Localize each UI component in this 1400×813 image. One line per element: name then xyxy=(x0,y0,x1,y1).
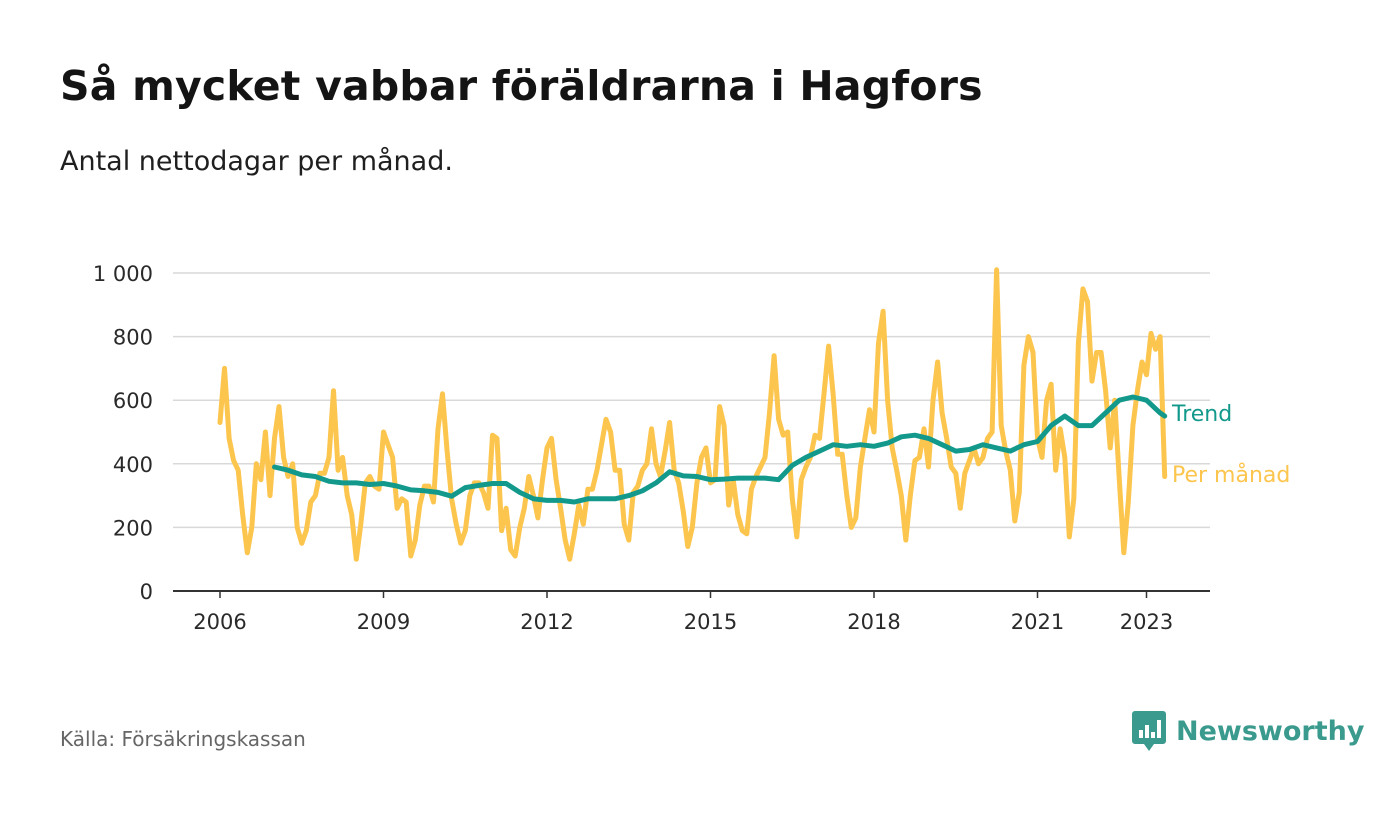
x-tick-label: 2021 xyxy=(1011,610,1064,634)
newsworthy-logo: Newsworthy xyxy=(1132,711,1364,751)
chart-title: Så mycket vabbar föräldrarna i Hagfors xyxy=(60,62,983,110)
y-tick-label: 400 xyxy=(113,453,153,477)
series-line-trend xyxy=(272,394,1168,505)
x-axis-tick-labels: 2006 2009 2012 2015 2018 2021 2023 xyxy=(193,591,1173,634)
source-note: Källa: Försäkringskassan xyxy=(60,727,306,751)
x-tick-label: 2015 xyxy=(684,610,737,634)
y-tick-label: 1 000 xyxy=(93,262,153,286)
x-tick-label: 2018 xyxy=(847,610,900,634)
chart-subtitle: Antal nettodagar per månad. xyxy=(60,146,453,177)
x-tick-label: 2006 xyxy=(193,610,246,634)
series-label-per-manad: Per månad xyxy=(1172,462,1290,488)
y-tick-label: 200 xyxy=(113,516,153,540)
x-tick-label: 2012 xyxy=(520,610,573,634)
x-tick-label: 2023 xyxy=(1120,610,1173,634)
x-tick-label: 2009 xyxy=(357,610,410,634)
y-tick-label: 600 xyxy=(113,389,153,413)
y-tick-label: 0 xyxy=(140,580,153,604)
y-axis-tick-labels: 0 200 400 600 800 1 000 xyxy=(93,262,153,604)
y-tick-label: 800 xyxy=(113,326,153,350)
series-line-per-manad xyxy=(217,267,1168,562)
brand-name: Newsworthy xyxy=(1176,715,1365,747)
series-label-trend: Trend xyxy=(1171,402,1232,427)
bar-chart-speech-bubble-icon xyxy=(1132,711,1166,751)
